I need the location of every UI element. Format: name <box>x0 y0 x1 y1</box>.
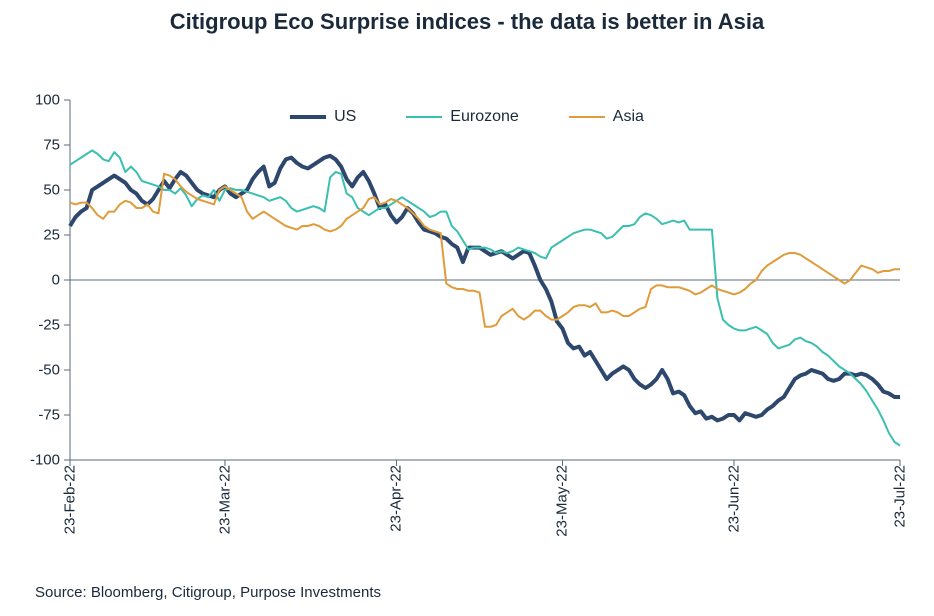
x-tick-label: 23-Feb-22 <box>62 465 79 534</box>
x-tick-label: 23-May-22 <box>554 465 571 537</box>
x-tick-label: 23-Apr-22 <box>388 465 405 532</box>
series-us <box>70 156 900 421</box>
plot-area <box>70 100 900 460</box>
y-tick-label: -50 <box>0 362 60 379</box>
x-axis: 23-Feb-2223-Mar-2223-Apr-2223-May-2223-J… <box>70 465 900 575</box>
source-text: Source: Bloomberg, Citigroup, Purpose In… <box>35 584 381 601</box>
y-tick-label: 0 <box>0 272 60 289</box>
y-tick-label: 75 <box>0 137 60 154</box>
chart-title: Citigroup Eco Surprise indices - the dat… <box>0 8 934 36</box>
y-tick-label: -75 <box>0 407 60 424</box>
y-tick-label: -25 <box>0 317 60 334</box>
y-tick-label: -100 <box>0 452 60 469</box>
y-tick-label: 100 <box>0 92 60 109</box>
chart-container: Citigroup Eco Surprise indices - the dat… <box>0 0 934 616</box>
x-tick-label: 23-Jun-22 <box>726 465 743 533</box>
chart-svg <box>70 100 900 460</box>
y-tick-label: 50 <box>0 182 60 199</box>
x-tick-label: 23-Mar-22 <box>216 465 233 534</box>
y-axis: 1007550250-25-50-75-100 <box>0 100 65 460</box>
x-tick-label: 23-Jul-22 <box>892 465 909 528</box>
y-tick-label: 25 <box>0 227 60 244</box>
